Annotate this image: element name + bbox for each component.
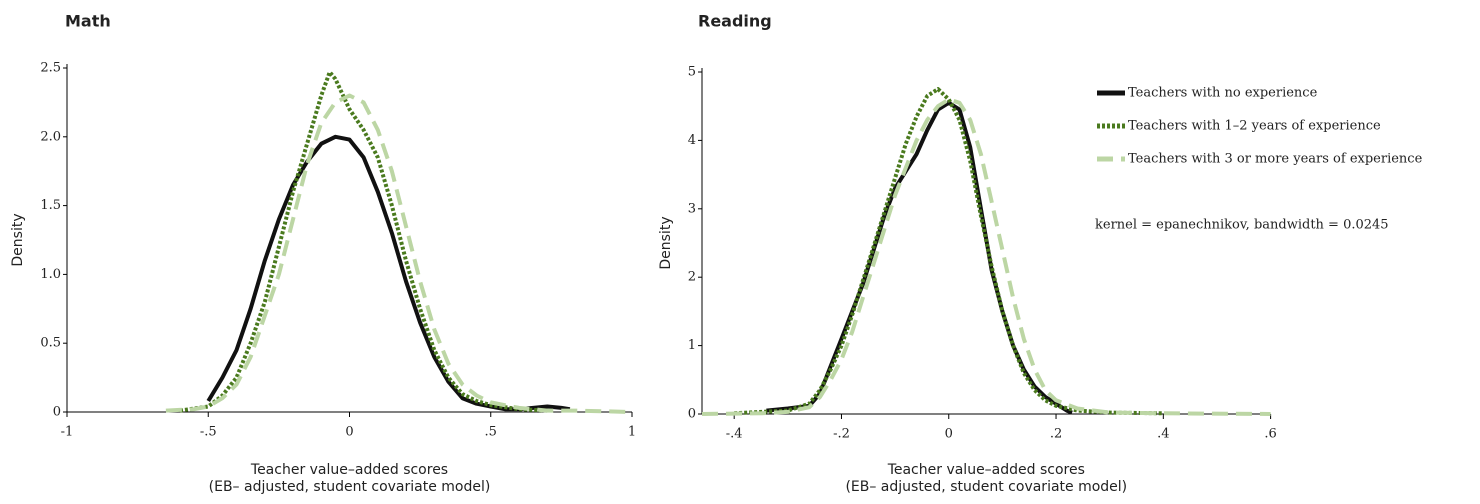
chart-title: Math <box>65 12 111 31</box>
y-axis-title: Density <box>658 216 674 269</box>
y-tick-label: 2.0 <box>40 129 61 144</box>
x-tick-label: 0 <box>345 425 353 440</box>
density-line <box>766 100 1073 415</box>
y-tick-label: 2 <box>688 270 696 285</box>
x-tick-label: -.5 <box>200 425 217 440</box>
y-tick-label: 0.5 <box>40 336 61 351</box>
x-tick-label: 0 <box>945 427 953 442</box>
y-tick-label: 1.5 <box>40 198 61 213</box>
x-tick-label: .6 <box>1264 427 1276 442</box>
density-line <box>734 87 1164 416</box>
legend-label: Teachers with 1–2 years of experience <box>1128 119 1381 134</box>
density-line <box>165 93 633 414</box>
y-tick-label: 1 <box>688 338 696 353</box>
y-tick-label: 4 <box>688 133 696 148</box>
legend-label: Teachers with no experience <box>1128 86 1318 101</box>
density-line <box>206 134 571 412</box>
x-tick-label: 1 <box>628 425 636 440</box>
density-line <box>701 97 1271 416</box>
y-tick-label: 0 <box>688 407 696 422</box>
y-tick-label: 2.5 <box>40 61 61 76</box>
legend-label: Teachers with 3 or more years of experie… <box>1128 152 1423 167</box>
y-tick-label: 5 <box>688 65 696 80</box>
density-line <box>179 70 548 413</box>
annotation: kernel = epanechnikov, bandwidth = 0.024… <box>1095 218 1389 233</box>
x-tick-label: .5 <box>485 425 497 440</box>
x-axis-title: (EB– adjusted, student covariate model) <box>209 479 491 495</box>
x-axis-title: Teacher value–added scores <box>250 462 448 478</box>
chart-title: Reading <box>698 12 772 31</box>
y-tick-label: 1.0 <box>40 267 61 282</box>
y-tick-label: 0 <box>53 405 61 420</box>
x-axis-title: (EB– adjusted, student covariate model) <box>845 479 1127 495</box>
x-axis-title: Teacher value–added scores <box>887 462 1085 478</box>
x-tick-label: -1 <box>61 425 74 440</box>
x-tick-label: -.4 <box>726 427 743 442</box>
x-tick-label: .4 <box>1157 427 1169 442</box>
y-axis-title: Density <box>10 213 26 266</box>
x-tick-label: .2 <box>1050 427 1062 442</box>
x-tick-label: -.2 <box>833 427 850 442</box>
y-tick-label: 3 <box>688 201 696 216</box>
